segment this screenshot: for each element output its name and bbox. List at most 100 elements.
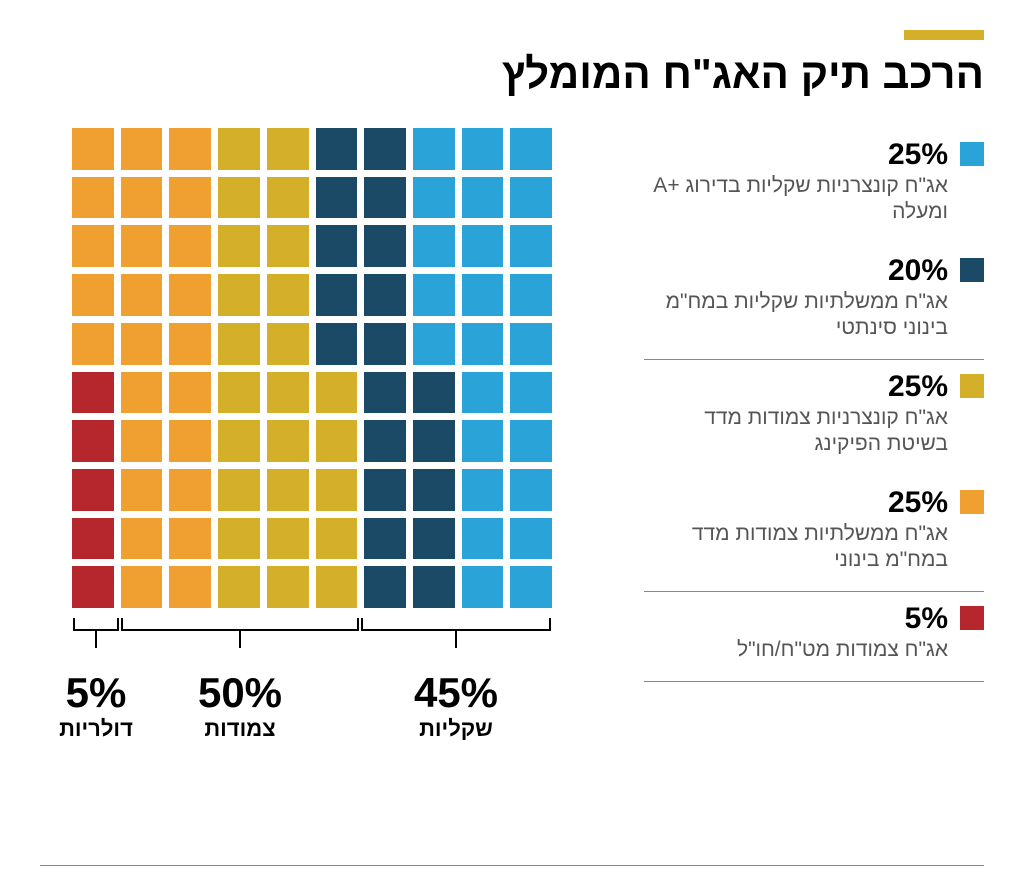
waffle-cell — [462, 274, 504, 316]
legend-text: 25%אג"ח קונצרניות שקליות בדירוג +A ומעלה — [644, 138, 948, 226]
waffle-cell — [72, 274, 114, 316]
waffle-cell — [364, 225, 406, 267]
waffle-cell — [413, 274, 455, 316]
waffle-cell — [510, 518, 552, 560]
waffle-cell — [121, 469, 163, 511]
legend-swatch — [960, 606, 984, 630]
waffle-cell — [413, 323, 455, 365]
waffle-cell — [462, 518, 504, 560]
legend-description: אג"ח ממשלתיות שקליות במח"מ בינוני סינתטי — [644, 289, 948, 342]
waffle-cell — [316, 274, 358, 316]
bottom-group-percentage: 45% — [414, 672, 498, 714]
waffle-cell — [218, 128, 260, 170]
page-title: הרכב תיק האג"ח המומלץ — [40, 50, 984, 98]
waffle-cell — [121, 225, 163, 267]
waffle-cell — [267, 128, 309, 170]
legend-percentage: 20% — [644, 254, 948, 287]
waffle-cell — [121, 323, 163, 365]
waffle-cell — [169, 274, 211, 316]
waffle-cell — [121, 128, 163, 170]
waffle-cell — [121, 566, 163, 608]
legend-item: 20%אג"ח ממשלתיות שקליות במח"מ בינוני סינ… — [644, 244, 984, 361]
waffle-cell — [169, 372, 211, 414]
waffle-cell — [316, 469, 358, 511]
waffle-cell — [364, 566, 406, 608]
legend-description: אג"ח קונצרניות שקליות בדירוג +A ומעלה — [644, 173, 948, 226]
chart-side: 5%דולריות50%צמודות45%שקליות — [40, 128, 584, 845]
waffle-cell — [316, 518, 358, 560]
waffle-cell — [169, 518, 211, 560]
waffle-cell — [267, 274, 309, 316]
bracket-row — [72, 616, 552, 666]
waffle-cell — [364, 323, 406, 365]
legend-description: אג"ח ממשלתיות צמודות מדד במח"מ בינוני — [644, 521, 948, 574]
waffle-cell — [169, 177, 211, 219]
waffle-cell — [316, 323, 358, 365]
legend-swatch — [960, 490, 984, 514]
legend-swatch — [960, 142, 984, 166]
bottom-group-percentage: 5% — [66, 672, 127, 714]
bottom-group-label: 45%שקליות — [360, 672, 552, 742]
legend: 25%אג"ח קונצרניות שקליות בדירוג +A ומעלה… — [644, 128, 984, 845]
waffle-cell — [169, 469, 211, 511]
waffle-cell — [510, 566, 552, 608]
waffle-cell — [413, 469, 455, 511]
waffle-cell — [364, 372, 406, 414]
waffle-cell — [413, 420, 455, 462]
waffle-cell — [169, 566, 211, 608]
waffle-cell — [364, 420, 406, 462]
waffle-cell — [169, 420, 211, 462]
waffle-cell — [364, 518, 406, 560]
waffle-cell — [510, 420, 552, 462]
footer-rule — [40, 865, 984, 866]
waffle-cell — [267, 372, 309, 414]
waffle-cell — [169, 323, 211, 365]
waffle-cell — [364, 177, 406, 219]
legend-percentage: 25% — [644, 370, 948, 403]
waffle-cell — [316, 420, 358, 462]
waffle-cell — [72, 323, 114, 365]
waffle-cell — [72, 518, 114, 560]
waffle-cell — [267, 469, 309, 511]
waffle-cell — [121, 177, 163, 219]
bottom-group-label: 5%דולריות — [72, 672, 120, 742]
legend-item: 25%אג"ח ממשלתיות צמודות מדד במח"מ בינוני — [644, 476, 984, 593]
waffle-cell — [316, 372, 358, 414]
legend-percentage: 25% — [644, 486, 948, 519]
waffle-cell — [267, 566, 309, 608]
waffle-cell — [72, 177, 114, 219]
waffle-cell — [462, 177, 504, 219]
bottom-labels: 5%דולריות50%צמודות45%שקליות — [72, 672, 552, 742]
waffle-cell — [413, 518, 455, 560]
waffle-cell — [218, 323, 260, 365]
waffle-cell — [218, 469, 260, 511]
waffle-cell — [121, 372, 163, 414]
legend-item: 25%אג"ח קונצרניות שקליות בדירוג +A ומעלה — [644, 128, 984, 244]
legend-text: 25%אג"ח קונצרניות צמודות מדד בשיטת הפיקי… — [644, 370, 948, 458]
bottom-group-text: שקליות — [419, 716, 493, 742]
waffle-cell — [316, 177, 358, 219]
waffle-cell — [462, 420, 504, 462]
waffle-cell — [218, 420, 260, 462]
waffle-cell — [413, 566, 455, 608]
legend-percentage: 5% — [644, 602, 948, 635]
waffle-cell — [462, 225, 504, 267]
waffle-cell — [72, 469, 114, 511]
main-row: 25%אג"ח קונצרניות שקליות בדירוג +A ומעלה… — [40, 128, 984, 845]
waffle-cell — [267, 225, 309, 267]
waffle-cell — [72, 566, 114, 608]
waffle-cell — [218, 372, 260, 414]
waffle-cell — [462, 372, 504, 414]
waffle-cell — [121, 420, 163, 462]
waffle-chart — [72, 128, 552, 608]
waffle-cell — [267, 420, 309, 462]
waffle-cell — [462, 566, 504, 608]
waffle-cell — [413, 225, 455, 267]
legend-swatch — [960, 374, 984, 398]
waffle-cell — [218, 177, 260, 219]
waffle-cell — [510, 469, 552, 511]
legend-description: אג"ח צמודות מט"ח/חו"ל — [644, 637, 948, 663]
waffle-cell — [218, 518, 260, 560]
waffle-cell — [413, 177, 455, 219]
legend-percentage: 25% — [644, 138, 948, 171]
